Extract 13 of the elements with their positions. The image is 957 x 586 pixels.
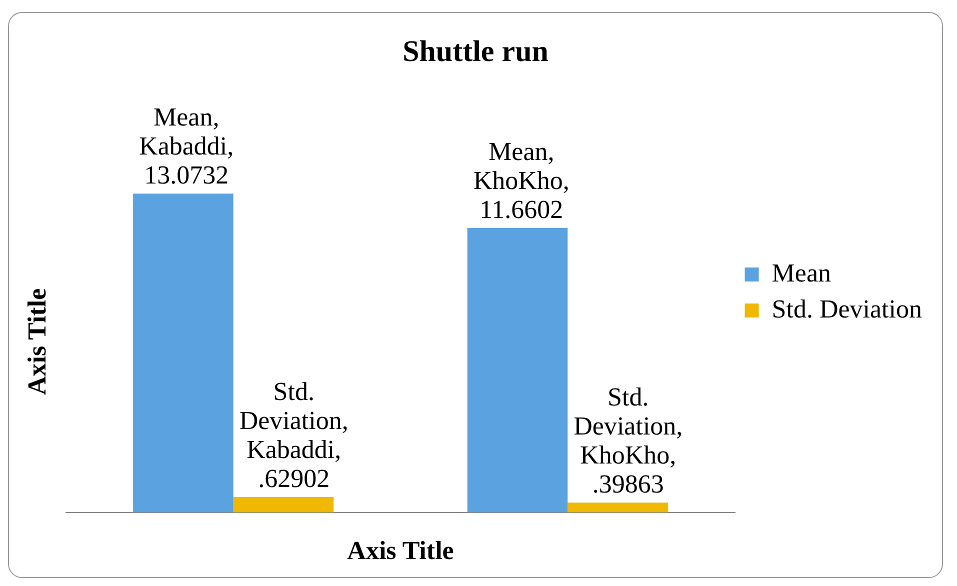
bar <box>467 228 568 512</box>
y-axis-title: Axis Title <box>22 288 52 396</box>
legend-label: Mean <box>772 258 831 288</box>
bar <box>133 194 234 512</box>
bar <box>233 497 334 512</box>
data-label: Mean, KhoKho, 11.6602 <box>473 136 570 224</box>
x-axis-title: Axis Title <box>347 536 454 566</box>
data-label: Mean, Kabaddi, 13.0732 <box>139 102 234 190</box>
data-label: Std. Deviation, KhoKho, .39863 <box>574 382 683 499</box>
legend-label: Std. Deviation <box>772 294 922 324</box>
data-label: Std. Deviation, Kabaddi, .62902 <box>239 376 348 493</box>
chart-title: Shuttle run <box>402 34 549 68</box>
bar <box>568 502 668 512</box>
